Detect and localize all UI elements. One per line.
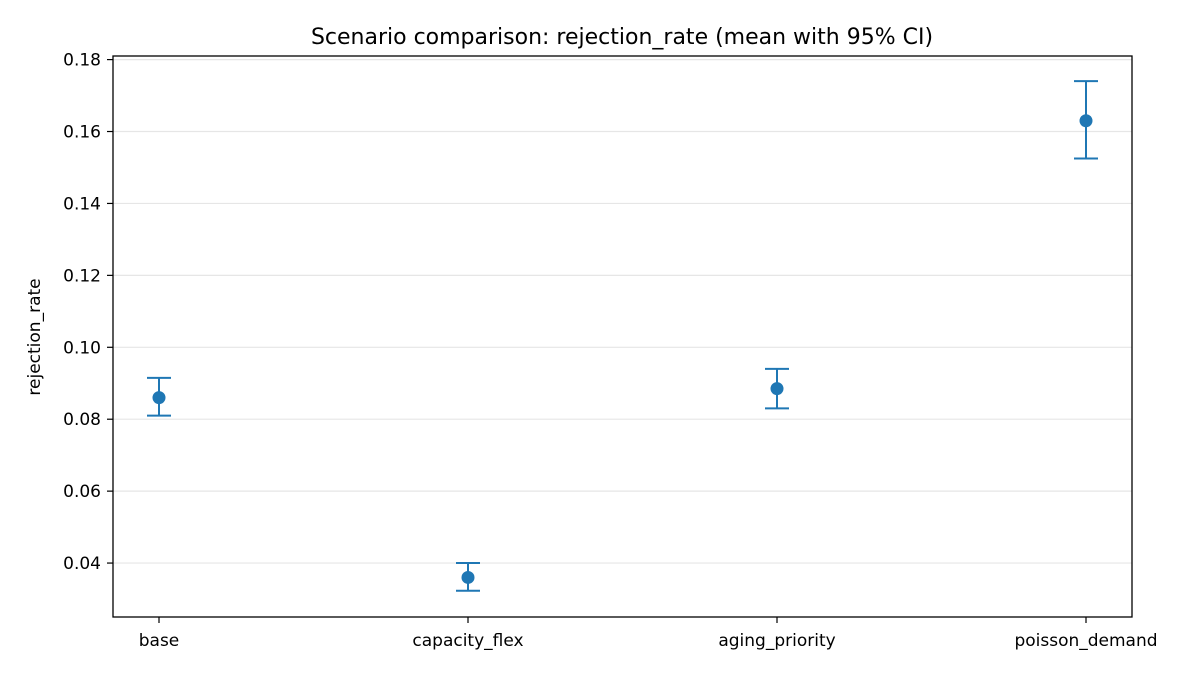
mean-point: [461, 570, 475, 584]
plot-frame: [112, 55, 1133, 618]
y-axis-label: rejection_rate: [25, 278, 45, 395]
mean-point: [770, 382, 784, 396]
error-bar-aging_priority: [765, 367, 789, 410]
y-tick-label: 0.10: [63, 338, 101, 358]
y-tick-label: 0.16: [63, 123, 101, 143]
error-bar-capacity_flex: [456, 562, 480, 592]
x-tick-label: poisson_demand: [1014, 631, 1157, 651]
y-axis: 0.04 0.06 0.08 0.10 0.12 0.14 0.16 0.18: [63, 51, 113, 574]
chart-title: Scenario comparison: rejection_rate (mea…: [311, 25, 933, 50]
x-tick-label: aging_priority: [718, 631, 835, 651]
x-tick-label: capacity_flex: [412, 631, 523, 651]
data-marks: [147, 80, 1098, 592]
y-tick-label: 0.04: [63, 554, 101, 574]
x-tick-label: base: [139, 631, 180, 651]
mean-point: [1079, 114, 1093, 128]
mean-point: [152, 391, 166, 405]
y-tick-label: 0.14: [63, 194, 101, 214]
error-bar-base: [147, 376, 171, 417]
y-tick-label: 0.06: [63, 482, 101, 502]
grid-lines: [113, 58, 1132, 564]
y-tick-label: 0.12: [63, 266, 101, 286]
y-tick-label: 0.18: [63, 51, 101, 71]
y-tick-label: 0.08: [63, 410, 101, 430]
error-bar-poisson_demand: [1074, 80, 1098, 160]
x-axis: base capacity_flex aging_priority poisson_d…: [139, 617, 1158, 651]
